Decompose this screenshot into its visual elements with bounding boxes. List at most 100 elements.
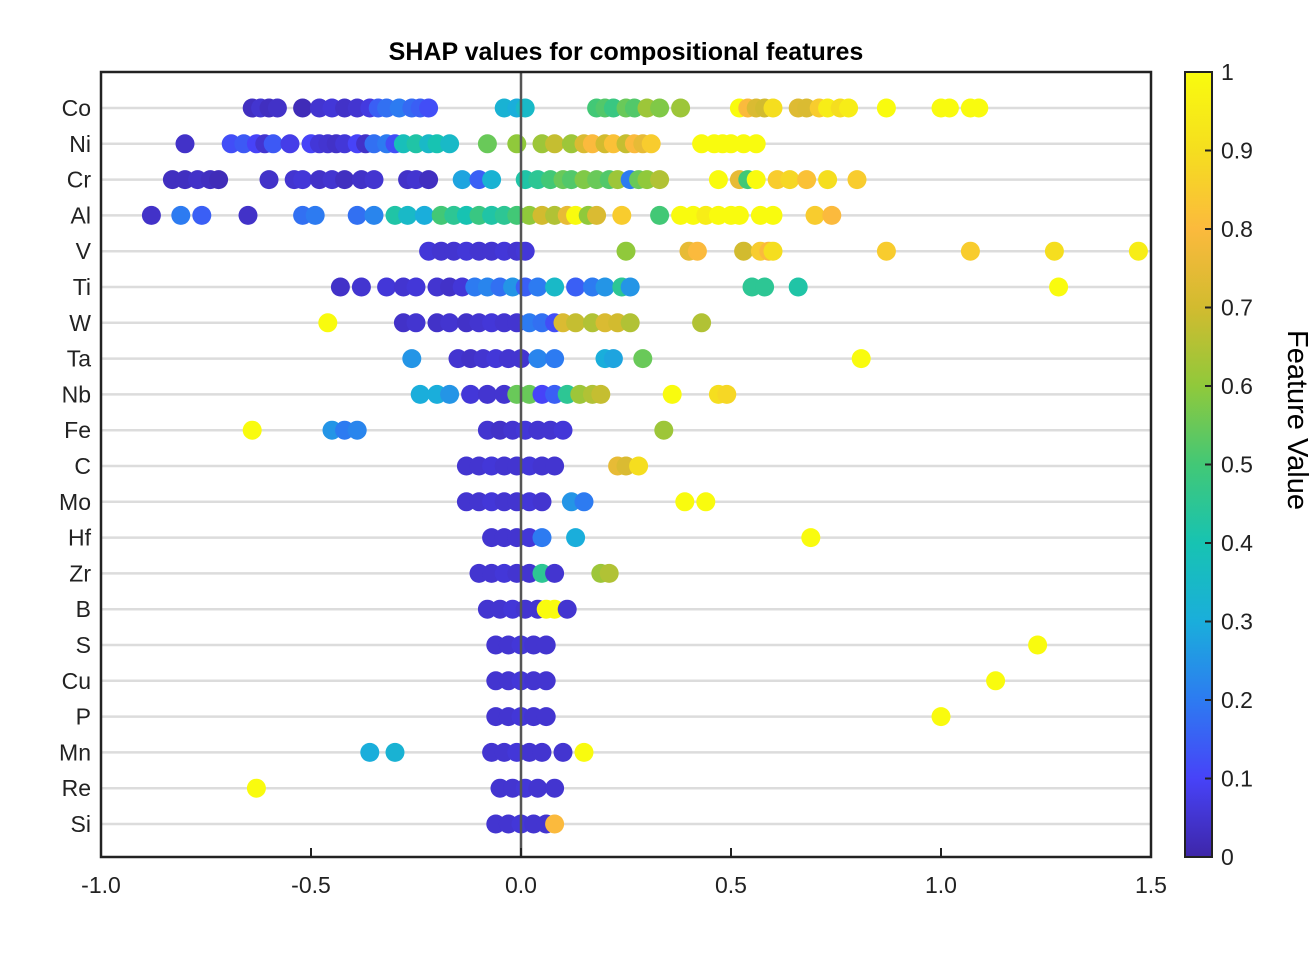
- y-tick-label-w: W: [69, 310, 91, 336]
- y-axis-labels: Co Ni Cr Al V Ti W Ta Nb Fe C Mo Hf Zr BS Cu P Mn Re Si: [59, 95, 92, 837]
- point-v: [515, 241, 535, 261]
- point-ti: [566, 277, 586, 297]
- point-cr: [797, 170, 817, 190]
- point-al: [141, 205, 161, 225]
- x-tick-label: 0.0: [505, 872, 537, 898]
- point-ni: [641, 134, 661, 154]
- point-zr: [599, 563, 619, 583]
- point-al: [305, 205, 325, 225]
- point-hf: [801, 528, 821, 548]
- point-w: [620, 313, 640, 333]
- colorbar-tick-label: 0.6: [1221, 373, 1253, 399]
- point-ti: [406, 277, 426, 297]
- point-ni: [280, 134, 300, 154]
- point-ti: [351, 277, 371, 297]
- y-tick-label-hf: Hf: [68, 525, 92, 551]
- point-ti: [1049, 277, 1069, 297]
- point-al: [238, 205, 258, 225]
- chart-title: SHAP values for compositional features: [389, 38, 864, 66]
- y-tick-label-ni: Ni: [69, 131, 91, 157]
- point-cr: [259, 170, 279, 190]
- point-cr: [708, 170, 728, 190]
- point-ti: [595, 277, 615, 297]
- point-re: [545, 778, 565, 798]
- point-ti: [377, 277, 397, 297]
- point-co: [969, 98, 989, 118]
- point-cr: [335, 170, 355, 190]
- y-tick-label-zr: Zr: [69, 560, 91, 586]
- x-tick-label: 0.5: [715, 872, 747, 898]
- point-cu: [986, 671, 1006, 691]
- point-hf: [532, 528, 552, 548]
- point-ni: [477, 134, 497, 154]
- point-p: [931, 707, 951, 727]
- point-al: [192, 205, 212, 225]
- point-v: [960, 241, 980, 261]
- point-mn: [360, 742, 380, 762]
- y-tick-label-v: V: [76, 238, 92, 264]
- point-mo: [675, 492, 695, 512]
- point-ta: [603, 349, 623, 369]
- point-v: [616, 241, 636, 261]
- data-points: [141, 98, 1148, 834]
- point-al: [822, 205, 842, 225]
- point-mn: [553, 742, 573, 762]
- point-co: [419, 98, 439, 118]
- point-w: [692, 313, 712, 333]
- point-al: [650, 205, 670, 225]
- colorbar-tick-label: 0: [1221, 844, 1234, 870]
- point-s: [1028, 635, 1048, 655]
- point-v: [687, 241, 707, 261]
- colorbar-tick-label: 0.3: [1221, 609, 1253, 635]
- point-cr: [364, 170, 384, 190]
- point-w: [406, 313, 426, 333]
- point-cr: [293, 170, 313, 190]
- point-ta: [633, 349, 653, 369]
- x-tick-label: -1.0: [81, 872, 121, 898]
- point-co: [293, 98, 313, 118]
- point-ti: [330, 277, 350, 297]
- x-tick-label: 1.0: [925, 872, 957, 898]
- point-ti: [620, 277, 640, 297]
- y-tick-label-s: S: [76, 632, 91, 658]
- y-tick-label-cu: Cu: [62, 668, 91, 694]
- point-c: [629, 456, 649, 476]
- point-al: [805, 205, 825, 225]
- point-ti: [545, 277, 565, 297]
- point-mo: [696, 492, 716, 512]
- point-fe: [242, 420, 262, 440]
- point-cr: [818, 170, 838, 190]
- x-tick-label: 1.5: [1135, 872, 1167, 898]
- point-fe: [654, 420, 674, 440]
- point-co: [267, 98, 287, 118]
- colorbar-tick-label: 0.8: [1221, 216, 1253, 242]
- y-tick-label-co: Co: [62, 95, 91, 121]
- point-s: [536, 635, 556, 655]
- point-p: [536, 707, 556, 727]
- point-cr: [482, 170, 502, 190]
- point-re: [246, 778, 266, 798]
- point-w: [318, 313, 338, 333]
- colorbar-tick-label: 1: [1221, 59, 1234, 85]
- point-ni: [263, 134, 283, 154]
- point-mn: [532, 742, 552, 762]
- point-mo: [532, 492, 552, 512]
- point-ni: [746, 134, 766, 154]
- point-nb: [461, 384, 481, 404]
- point-mn: [574, 742, 594, 762]
- x-tick-label: -0.5: [291, 872, 331, 898]
- point-zr: [545, 563, 565, 583]
- y-tick-label-ti: Ti: [73, 274, 91, 300]
- y-tick-label-re: Re: [62, 775, 91, 801]
- point-ta: [545, 349, 565, 369]
- point-al: [763, 205, 783, 225]
- point-nb: [662, 384, 682, 404]
- point-v: [763, 241, 783, 261]
- point-ni: [507, 134, 527, 154]
- point-co: [839, 98, 859, 118]
- point-mn: [385, 742, 405, 762]
- y-tick-label-nb: Nb: [62, 381, 91, 407]
- point-v: [734, 241, 754, 261]
- point-co: [763, 98, 783, 118]
- point-al: [171, 205, 191, 225]
